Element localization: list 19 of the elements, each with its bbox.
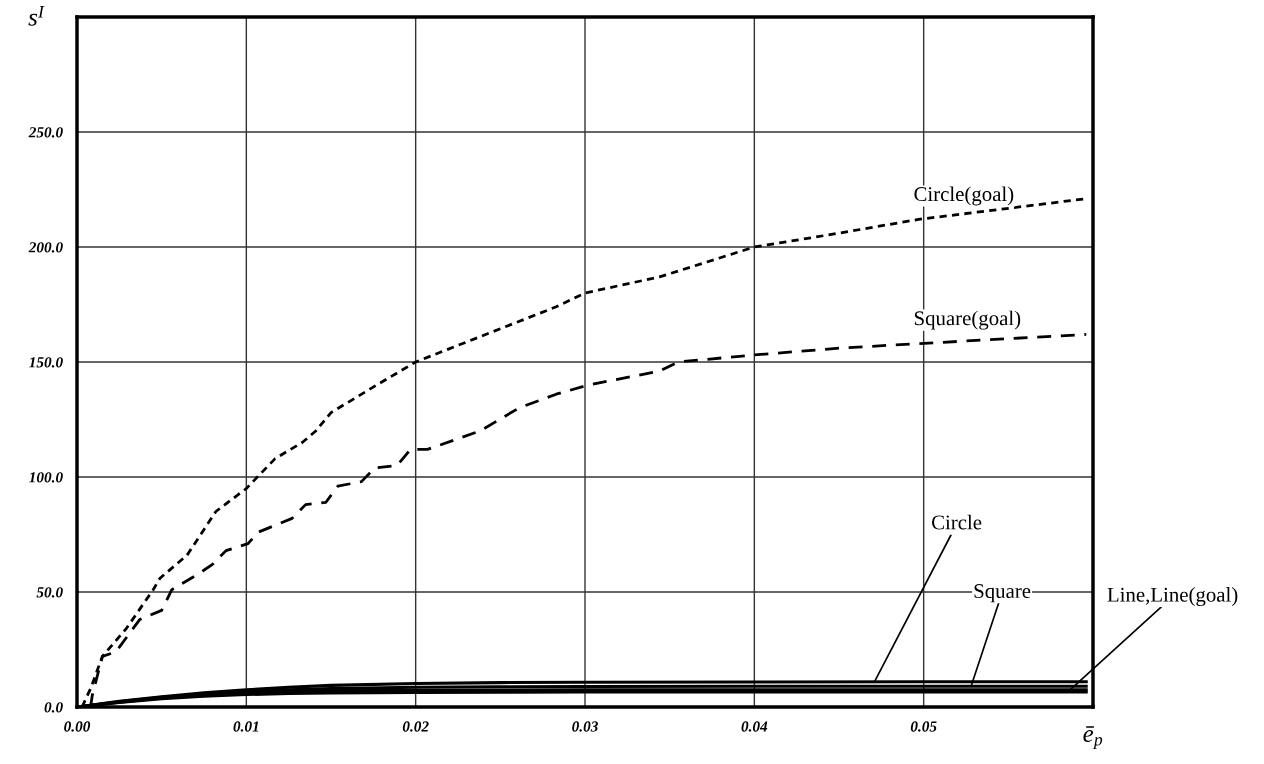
annotation: Line,Line(goal) xyxy=(1107,587,1238,607)
y-tick-label: 0.0 xyxy=(44,702,63,713)
x-tick-label: 0.01 xyxy=(233,721,259,732)
y-tick-label: 250.0 xyxy=(28,127,63,138)
annotation: Circle(goal) xyxy=(914,186,1014,206)
y-tick-label: 50.0 xyxy=(36,587,63,598)
x-tick-label: 0.02 xyxy=(402,721,429,732)
x-tick-label: 0.04 xyxy=(741,721,768,732)
y-tick-label: 100.0 xyxy=(29,472,63,483)
annotation: Square(goal) xyxy=(914,310,1021,330)
y-tick-label: 200.0 xyxy=(28,242,63,253)
y-tick-label: 150.0 xyxy=(29,357,63,368)
y-axis-title: s$^{I}$ xyxy=(28,5,45,26)
x-tick-label: 0.05 xyxy=(910,721,937,732)
x-tick-label: 0.03 xyxy=(572,721,598,732)
annotation: Square xyxy=(974,584,1031,603)
annotation: Circle xyxy=(931,514,982,530)
x-tick-label: 0.00 xyxy=(64,721,91,732)
x-axis-title: ē$_{p}$ xyxy=(1083,726,1103,749)
